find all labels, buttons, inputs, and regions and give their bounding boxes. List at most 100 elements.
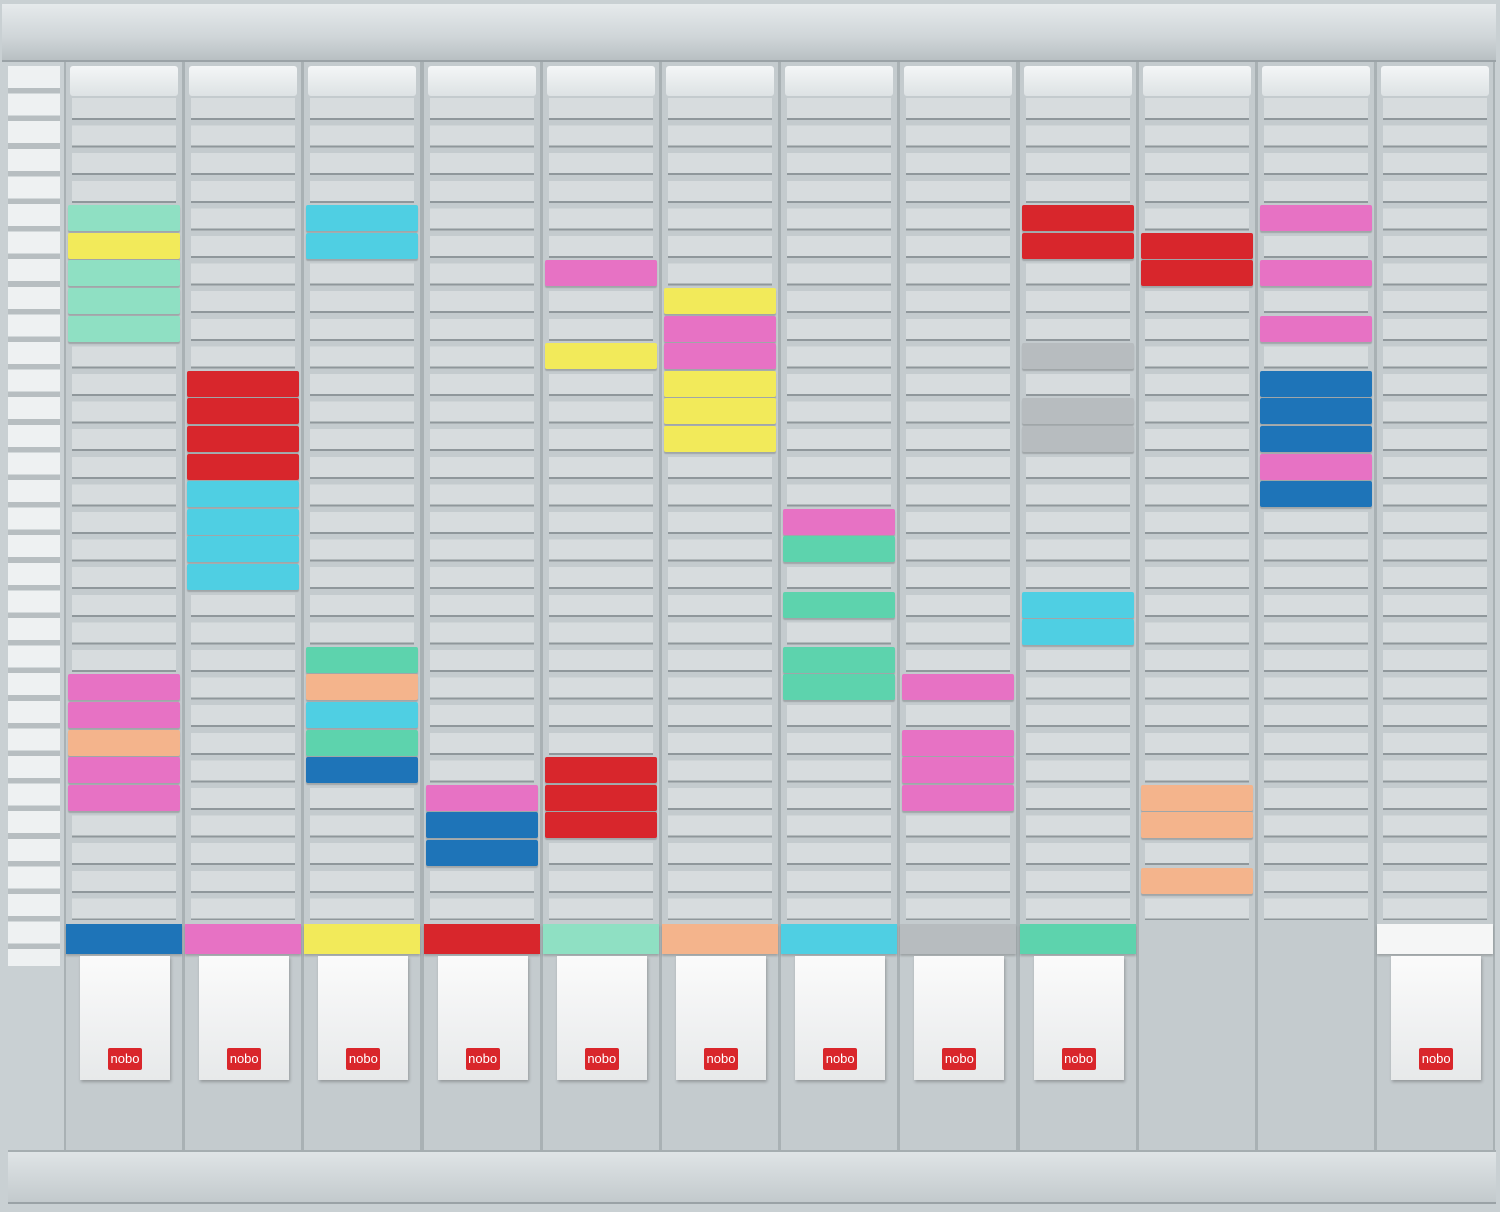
card-storage-box[interactable]: nobo bbox=[914, 956, 1005, 1080]
t-card[interactable] bbox=[1021, 426, 1134, 452]
t-card[interactable] bbox=[1260, 205, 1372, 232]
t-card[interactable] bbox=[68, 232, 180, 259]
t-card[interactable] bbox=[68, 260, 180, 287]
t-card[interactable] bbox=[664, 426, 776, 452]
t-card[interactable] bbox=[783, 508, 896, 535]
t-card[interactable] bbox=[306, 646, 419, 673]
card-storage-box[interactable]: nobo bbox=[1033, 956, 1124, 1080]
t-card[interactable] bbox=[306, 674, 419, 701]
t-card[interactable] bbox=[783, 591, 896, 618]
t-card[interactable] bbox=[664, 370, 776, 397]
top-rail bbox=[2, 4, 1496, 62]
card-storage-box[interactable]: nobo bbox=[80, 956, 170, 1080]
t-card[interactable] bbox=[68, 702, 180, 728]
card-storage-box[interactable]: nobo bbox=[1391, 956, 1482, 1080]
t-card[interactable] bbox=[68, 315, 180, 342]
color-strip bbox=[1377, 924, 1494, 954]
t-card[interactable] bbox=[902, 674, 1015, 701]
t-card[interactable] bbox=[664, 343, 776, 370]
card-storage-box[interactable]: nobo bbox=[795, 956, 886, 1080]
t-card[interactable] bbox=[187, 426, 300, 452]
card-storage-box[interactable]: nobo bbox=[437, 956, 528, 1080]
t-card[interactable] bbox=[902, 784, 1015, 811]
t-card[interactable] bbox=[1021, 591, 1134, 618]
t-card[interactable] bbox=[68, 729, 180, 756]
t-card[interactable] bbox=[425, 840, 538, 866]
t-card[interactable] bbox=[306, 757, 419, 784]
t-card[interactable] bbox=[68, 288, 180, 314]
card-storage-box[interactable]: nobo bbox=[676, 956, 766, 1080]
planner-column: nobo bbox=[660, 62, 780, 1150]
t-card[interactable] bbox=[664, 288, 776, 314]
planner-column: nobo bbox=[540, 62, 661, 1150]
t-card[interactable] bbox=[68, 205, 180, 232]
t-card[interactable] bbox=[1260, 260, 1372, 287]
t-card[interactable] bbox=[902, 757, 1015, 784]
planner-column: nobo bbox=[421, 62, 542, 1150]
t-card[interactable] bbox=[1021, 619, 1134, 646]
t-card[interactable] bbox=[783, 674, 896, 701]
row-index-strip bbox=[8, 66, 60, 966]
t-card[interactable] bbox=[1021, 398, 1134, 425]
t-card[interactable] bbox=[1260, 315, 1372, 342]
t-card[interactable] bbox=[783, 646, 896, 673]
column-header-slot bbox=[308, 66, 417, 96]
t-card[interactable] bbox=[1140, 260, 1253, 287]
t-card[interactable] bbox=[187, 481, 300, 508]
t-card[interactable] bbox=[306, 729, 419, 756]
t-card[interactable] bbox=[1260, 481, 1372, 508]
t-card[interactable] bbox=[544, 784, 657, 811]
t-card[interactable] bbox=[1140, 867, 1253, 894]
t-card[interactable] bbox=[425, 784, 538, 811]
t-card[interactable] bbox=[1260, 453, 1372, 480]
planner-column bbox=[1136, 62, 1257, 1150]
t-card[interactable] bbox=[187, 508, 300, 535]
t-card[interactable] bbox=[1260, 398, 1372, 425]
column-header-slot bbox=[189, 66, 298, 96]
card-storage-box[interactable]: nobo bbox=[318, 956, 409, 1080]
t-card[interactable] bbox=[664, 315, 776, 342]
nobo-logo: nobo bbox=[823, 1048, 858, 1070]
column-header-slot bbox=[785, 66, 894, 96]
column-header-slot bbox=[1023, 66, 1132, 96]
color-strip bbox=[423, 924, 540, 954]
t-card[interactable] bbox=[1021, 232, 1134, 259]
t-card[interactable] bbox=[544, 757, 657, 784]
t-card[interactable] bbox=[1140, 784, 1253, 811]
t-card[interactable] bbox=[187, 564, 300, 590]
t-card[interactable] bbox=[68, 784, 180, 811]
color-strip bbox=[304, 924, 421, 954]
planner-column: nobo bbox=[1017, 62, 1138, 1150]
t-card[interactable] bbox=[187, 453, 300, 480]
t-card[interactable] bbox=[1140, 232, 1253, 259]
t-card[interactable] bbox=[187, 370, 300, 397]
t-card[interactable] bbox=[425, 812, 538, 839]
t-card[interactable] bbox=[544, 343, 657, 370]
t-card[interactable] bbox=[306, 232, 419, 259]
t-card[interactable] bbox=[187, 398, 300, 425]
card-storage-box[interactable]: nobo bbox=[556, 956, 647, 1080]
card-slots bbox=[1264, 98, 1368, 920]
t-card[interactable] bbox=[306, 205, 419, 232]
t-card[interactable] bbox=[664, 398, 776, 425]
t-card[interactable] bbox=[1021, 205, 1134, 232]
t-card[interactable] bbox=[306, 702, 419, 728]
t-card[interactable] bbox=[1140, 812, 1253, 839]
t-card[interactable] bbox=[544, 260, 657, 287]
t-card[interactable] bbox=[1260, 370, 1372, 397]
t-card[interactable] bbox=[783, 536, 896, 563]
t-card[interactable] bbox=[187, 536, 300, 563]
t-card[interactable] bbox=[68, 757, 180, 784]
card-slots bbox=[429, 98, 534, 920]
nobo-logo: nobo bbox=[465, 1048, 500, 1070]
t-card[interactable] bbox=[1021, 343, 1134, 370]
nobo-logo: nobo bbox=[346, 1048, 381, 1070]
color-strip bbox=[1019, 924, 1136, 954]
t-card[interactable] bbox=[68, 674, 180, 701]
t-card[interactable] bbox=[544, 812, 657, 839]
card-storage-box[interactable]: nobo bbox=[199, 956, 290, 1080]
nobo-logo: nobo bbox=[108, 1048, 142, 1070]
column-header-slot bbox=[904, 66, 1013, 96]
t-card[interactable] bbox=[1260, 426, 1372, 452]
t-card[interactable] bbox=[902, 729, 1015, 756]
